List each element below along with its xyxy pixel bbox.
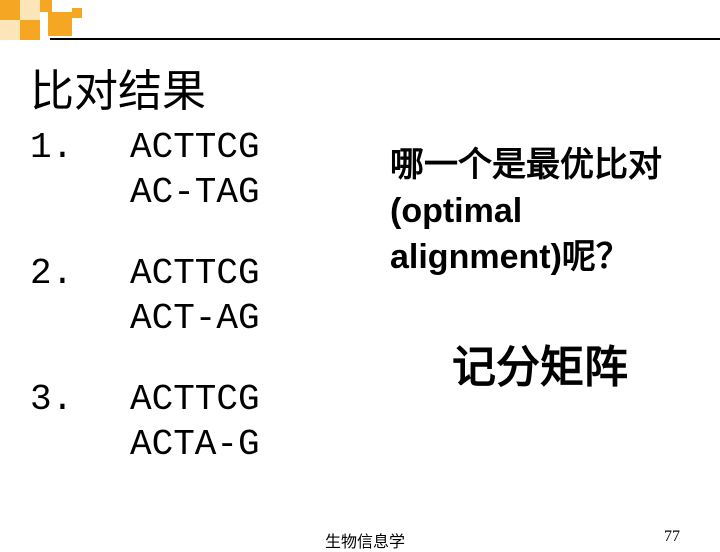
alignment-item: 1. ACTTCG AC-TAG	[30, 125, 390, 215]
question-line: alignment)呢？	[390, 238, 630, 276]
sequence-line: AC-TAG	[130, 170, 260, 215]
sequence-line: ACTA-G	[130, 422, 260, 467]
sequence-line: ACTTCG	[130, 125, 260, 170]
alignment-sequences: ACTTCG ACT-AG	[130, 251, 260, 341]
alignment-sequences: ACTTCG ACTA-G	[130, 377, 260, 467]
corner-decoration	[0, 0, 120, 50]
question-line: 哪一个是最优比对	[390, 146, 662, 184]
question-text: 哪一个是最优比对 (optimal alignment)呢？	[390, 143, 690, 281]
matrix-label: 记分矩阵	[390, 331, 690, 395]
sequence-line: ACTTCG	[130, 251, 260, 296]
slide-title: 比对结果	[30, 55, 206, 119]
alignment-item: 3. ACTTCG ACTA-G	[30, 377, 390, 467]
divider-line	[50, 38, 720, 40]
footer-text: 生物信息学	[325, 528, 405, 552]
alignment-number: 2.	[30, 251, 130, 341]
alignment-sequences: ACTTCG AC-TAG	[130, 125, 260, 215]
question-line: (optimal	[390, 192, 522, 230]
alignment-number: 1.	[30, 125, 130, 215]
right-column: 哪一个是最优比对 (optimal alignment)呢？ 记分矩阵	[390, 125, 690, 467]
alignment-item: 2. ACTTCG ACT-AG	[30, 251, 390, 341]
sequence-line: ACT-AG	[130, 296, 260, 341]
alignment-number: 3.	[30, 377, 130, 467]
sequence-line: ACTTCG	[130, 377, 260, 422]
content-area: 1. ACTTCG AC-TAG 2. ACTTCG ACT-AG 3. ACT…	[30, 125, 690, 467]
alignments-list: 1. ACTTCG AC-TAG 2. ACTTCG ACT-AG 3. ACT…	[30, 125, 390, 467]
page-number: 77	[664, 528, 680, 546]
